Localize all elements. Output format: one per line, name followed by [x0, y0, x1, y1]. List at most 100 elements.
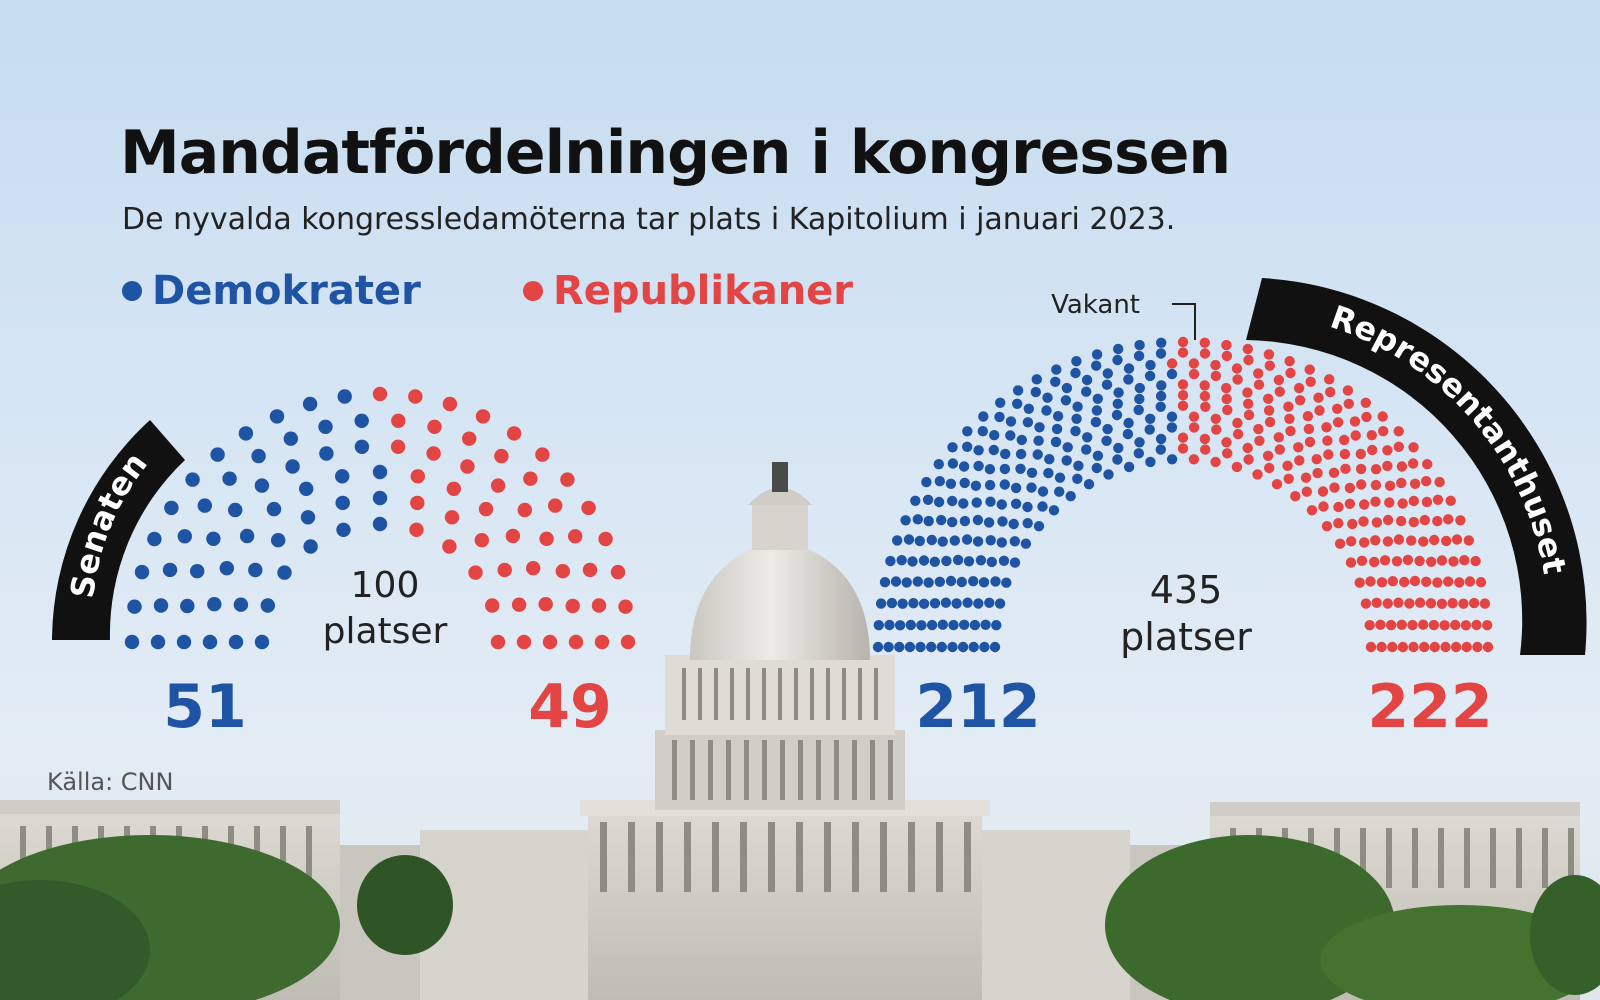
- house-seat-demokrater: [929, 556, 940, 567]
- house-seat-demokrater: [959, 477, 970, 489]
- house-seat-republikaner: [1406, 535, 1417, 546]
- house-seat-demokrater: [1015, 448, 1027, 460]
- senate-seat-republikaner: [372, 386, 388, 402]
- house-seat-demokrater: [1016, 434, 1027, 446]
- house-seat-republikaner: [1321, 521, 1333, 532]
- senate-seat-republikaner: [560, 472, 575, 487]
- house-seat-demokrater: [997, 516, 1008, 527]
- building-column: [794, 668, 798, 720]
- house-seat-republikaner: [1421, 476, 1432, 487]
- building-column: [1360, 828, 1366, 888]
- house-seat-demokrater: [996, 537, 1007, 548]
- house-seat-demokrater: [933, 496, 945, 508]
- senate-seat-demokrater: [251, 448, 266, 464]
- house-seat-republikaner: [1345, 557, 1357, 568]
- house-seat-demokrater: [1022, 417, 1034, 428]
- house-seat-republikaner: [1370, 479, 1382, 491]
- house-seat-republikaner: [1343, 398, 1355, 409]
- senate-seat-demokrater: [134, 564, 150, 580]
- house-seat-demokrater: [915, 641, 926, 653]
- house-seat-demokrater: [1042, 392, 1053, 403]
- house-seat-demokrater: [1033, 435, 1044, 446]
- house-seat-demokrater: [1031, 374, 1043, 385]
- house-seat-demokrater: [1092, 393, 1104, 404]
- senate-seat-republikaner: [538, 597, 553, 612]
- senate-seat-demokrater: [206, 531, 221, 546]
- house-seat-republikaner: [1408, 495, 1420, 507]
- house-seat-demokrater: [1060, 395, 1072, 406]
- house-seat-demokrater: [1081, 444, 1092, 455]
- house-seat-republikaner: [1425, 598, 1437, 609]
- senate-seat-demokrater: [185, 472, 200, 487]
- building-column: [708, 740, 713, 800]
- senate-seat-republikaner: [598, 531, 613, 547]
- building-column: [810, 668, 814, 720]
- house-seat-republikaner: [1432, 515, 1443, 527]
- house-seat-demokrater: [1113, 387, 1124, 398]
- house-seat-republikaner: [1360, 598, 1372, 609]
- house-seat-demokrater: [1133, 448, 1145, 459]
- house-seat-republikaner: [1199, 390, 1211, 402]
- house-seat-demokrater: [934, 576, 945, 587]
- building-column: [834, 740, 839, 800]
- house-seat-demokrater: [896, 555, 907, 566]
- house-seat-republikaner: [1409, 575, 1421, 587]
- house-seat-demokrater: [1144, 424, 1155, 435]
- senate-seat-demokrater: [127, 599, 142, 614]
- house-seat-demokrater: [1051, 423, 1063, 435]
- building-column: [852, 740, 857, 800]
- house-seat-republikaner: [1221, 339, 1232, 351]
- house-seat-republikaner: [1371, 517, 1383, 528]
- house-seat-republikaner: [1382, 460, 1393, 472]
- building-column: [816, 740, 821, 800]
- democrats-dot-icon: [122, 281, 142, 301]
- house-seat-demokrater: [1083, 479, 1095, 490]
- senate-seat-republikaner: [568, 634, 584, 650]
- senate-seat-republikaner: [516, 634, 532, 650]
- house-seat-demokrater: [961, 534, 973, 545]
- senate-seat-demokrater: [150, 634, 166, 650]
- house-seat-demokrater: [1034, 422, 1045, 433]
- senate-seat-demokrater: [176, 634, 192, 650]
- house-seat-demokrater: [1166, 422, 1178, 433]
- house-seat-republikaner: [1188, 411, 1200, 422]
- house-seat-demokrater: [1050, 436, 1062, 448]
- house-seat-demokrater: [905, 619, 916, 631]
- house-seat-republikaner: [1379, 555, 1391, 566]
- house-seat-demokrater: [1010, 482, 1022, 494]
- house-seat-republikaner: [1211, 424, 1222, 435]
- house-seat-republikaner: [1396, 619, 1408, 630]
- house-seat-republikaner: [1199, 348, 1211, 359]
- house-seat-republikaner: [1313, 392, 1324, 403]
- house-seat-demokrater: [973, 460, 984, 472]
- house-seat-demokrater: [972, 536, 984, 547]
- house-seat-republikaner: [1384, 480, 1396, 491]
- senate-seat-republikaner: [494, 448, 509, 464]
- house-seat-republikaner: [1271, 479, 1283, 490]
- house-seat-demokrater: [994, 598, 1006, 609]
- house-seat-demokrater: [904, 641, 916, 653]
- house-seat-republikaner: [1393, 597, 1404, 608]
- house-seat-republikaner: [1273, 432, 1285, 443]
- house-seat-republikaner: [1443, 514, 1454, 525]
- house-seat-demokrater: [1112, 454, 1123, 465]
- building-column: [824, 822, 831, 892]
- house-seat-republikaner: [1355, 448, 1367, 460]
- house-seat-demokrater: [1122, 428, 1134, 440]
- house-seat-demokrater: [1134, 393, 1145, 405]
- house-seat-republikaner: [1253, 379, 1265, 390]
- house-seat-republikaner: [1347, 518, 1358, 530]
- house-seat-demokrater: [1091, 462, 1103, 474]
- house-seat-demokrater: [972, 514, 984, 526]
- senate-seat-republikaner: [542, 634, 558, 650]
- house-seat-republikaner: [1322, 435, 1333, 446]
- house-seat-republikaner: [1408, 516, 1420, 528]
- vacant-label: Vakant: [1051, 290, 1140, 320]
- senate-total-unit: platser: [323, 611, 448, 652]
- senate-seat-demokrater: [202, 634, 218, 650]
- senate-seat-republikaner: [548, 498, 563, 513]
- house-seat-republikaner: [1210, 456, 1221, 468]
- house-seat-demokrater: [1051, 364, 1062, 375]
- house-seat-demokrater: [991, 620, 1002, 631]
